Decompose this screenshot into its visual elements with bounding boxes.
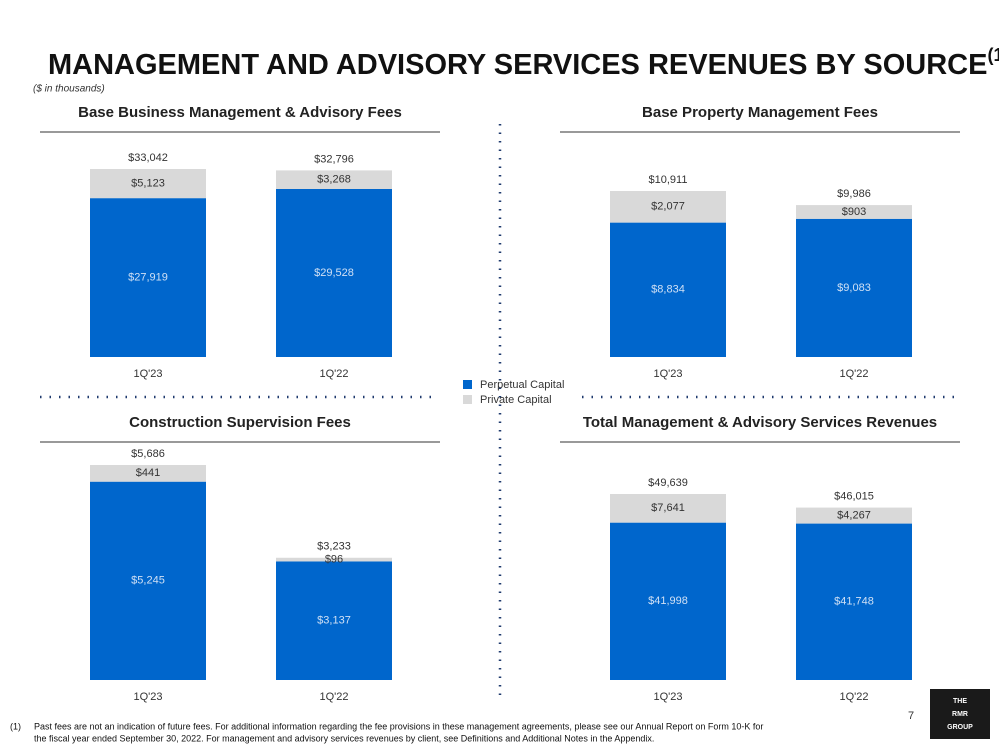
- value-label: $441: [136, 467, 160, 479]
- value-label: $9,083: [837, 282, 871, 294]
- chart-title: Construction Supervision Fees: [129, 414, 351, 431]
- chart-title: Total Management & Advisory Services Rev…: [583, 414, 937, 431]
- title-text: MANAGEMENT AND ADVISORY SERVICES REVENUE…: [48, 49, 987, 81]
- total-label: $5,686: [131, 448, 165, 460]
- x-tick-label: 1Q'22: [839, 691, 868, 703]
- logo-box: [930, 689, 990, 739]
- value-label: $3,137: [317, 615, 351, 627]
- x-tick-label: 1Q'23: [653, 691, 682, 703]
- total-label: $33,042: [128, 152, 168, 164]
- bar-segment: [610, 222, 726, 357]
- logo-text: GROUP: [947, 724, 973, 731]
- bar-segment: [610, 522, 726, 680]
- value-label: $41,998: [648, 595, 688, 607]
- chart-title: Base Business Management & Advisory Fees: [78, 104, 402, 121]
- legend-label: Private Capital: [480, 394, 552, 406]
- bar-segment: [90, 169, 206, 199]
- bar-segment: [90, 198, 206, 357]
- bar-segment: [610, 191, 726, 223]
- bar-segment: [610, 494, 726, 523]
- footnote-line: the fiscal year ended September 30, 2022…: [34, 733, 654, 743]
- footnote-line: Past fees are not an indication of futur…: [34, 721, 763, 731]
- bar-segment: [276, 561, 392, 680]
- value-label: $3,268: [317, 174, 351, 186]
- total-label: $32,796: [314, 153, 354, 165]
- chart-title: Base Property Management Fees: [642, 104, 878, 121]
- page-number: 7: [908, 710, 914, 722]
- total-label: $3,233: [317, 541, 351, 553]
- value-label: $5,245: [131, 575, 165, 587]
- logo-text: THE: [953, 698, 967, 705]
- x-tick-label: 1Q'22: [319, 691, 348, 703]
- bar-segment: [796, 205, 912, 219]
- bar-segment: [796, 523, 912, 680]
- value-label: $7,641: [651, 502, 685, 514]
- total-label: $9,986: [837, 188, 871, 200]
- x-tick-label: 1Q'22: [319, 368, 348, 380]
- value-label: $903: [842, 206, 866, 218]
- bar-segment: [796, 507, 912, 524]
- bar-segment: [796, 218, 912, 357]
- title-note: (1): [987, 45, 999, 65]
- bar-segment: [276, 170, 392, 189]
- total-label: $46,015: [834, 490, 874, 502]
- x-tick-label: 1Q'23: [133, 691, 162, 703]
- legend-swatch: [463, 395, 472, 404]
- x-tick-label: 1Q'23: [133, 368, 162, 380]
- value-label: $8,834: [651, 284, 685, 296]
- value-label: $29,528: [314, 267, 354, 279]
- bar-segment: [90, 465, 206, 482]
- value-label: $96: [325, 553, 343, 565]
- logo-text: RMR: [952, 711, 968, 718]
- total-label: $49,639: [648, 477, 688, 489]
- bar-segment: [276, 557, 392, 562]
- slide-title: MANAGEMENT AND ADVISORY SERVICES REVENUE…: [48, 45, 999, 81]
- value-label: $4,267: [837, 509, 871, 521]
- x-tick-label: 1Q'22: [839, 368, 868, 380]
- value-label: $5,123: [131, 177, 165, 189]
- legend-label: Perpetual Capital: [480, 379, 564, 391]
- bar-segment: [90, 481, 206, 680]
- total-label: $10,911: [649, 174, 688, 186]
- x-tick-label: 1Q'23: [653, 368, 682, 380]
- legend-swatch: [463, 380, 472, 389]
- footnote-marker: (1): [10, 721, 21, 731]
- value-label: $27,919: [128, 271, 168, 283]
- bar-segment: [276, 188, 392, 357]
- value-label: $41,748: [834, 596, 874, 608]
- value-label: $2,077: [651, 201, 685, 213]
- subtitle: ($ in thousands): [33, 84, 105, 95]
